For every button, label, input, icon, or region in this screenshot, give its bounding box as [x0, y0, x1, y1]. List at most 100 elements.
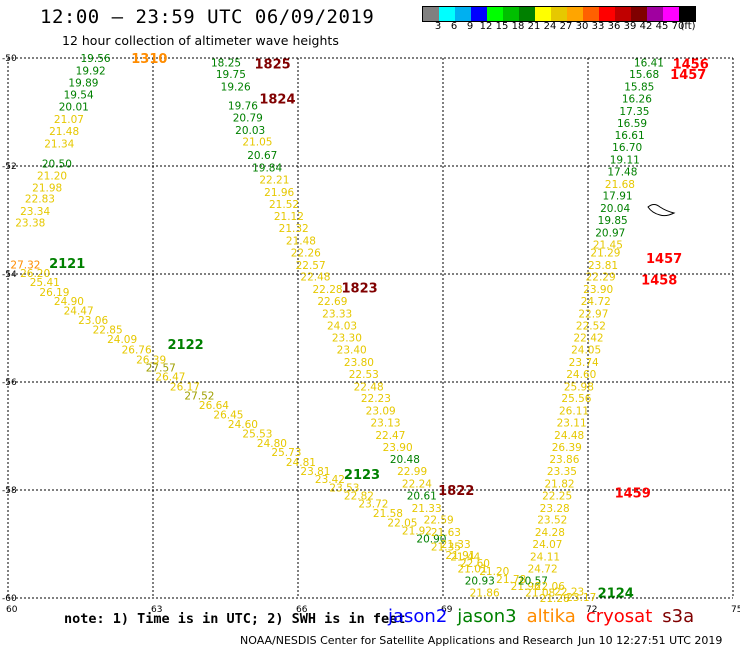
swh-value: 20.90 — [416, 534, 446, 546]
swh-value: 21.32 — [279, 223, 309, 235]
swh-value: 24.07 — [532, 539, 562, 551]
pass-time-label: 1458 — [641, 273, 677, 288]
scale-label: 39 — [623, 21, 637, 32]
swh-value: 25.56 — [561, 393, 591, 405]
pass-time-label: 1825 — [255, 57, 291, 72]
swh-value: 24.72 — [581, 296, 611, 308]
scale-swatch — [423, 7, 439, 21]
swh-value: 22.28 — [313, 284, 343, 296]
scale-swatch — [503, 7, 519, 21]
swh-value: 26.39 — [552, 442, 582, 454]
data-points: 19.5619.9219.8919.5420.0121.0721.4821.34… — [10, 53, 664, 605]
swh-value: 19.54 — [64, 90, 94, 102]
swh-value: 22.53 — [349, 369, 379, 381]
swh-value: 16.70 — [612, 142, 642, 154]
swh-value: 19.89 — [68, 77, 98, 89]
swh-value: 25.53 — [242, 428, 272, 440]
swh-value: 15.68 — [629, 69, 659, 81]
swh-value: 20.50 — [42, 158, 72, 170]
scale-swatch — [615, 7, 631, 21]
swh-value: 23.11 — [557, 418, 587, 430]
swh-value: 24.60 — [228, 419, 258, 431]
swh-value: 22.05 — [387, 517, 417, 529]
chart-subtitle: 12 hour collection of altimeter wave hei… — [62, 33, 339, 48]
swh-value: 22.83 — [25, 193, 55, 205]
scale-label: 3 — [434, 21, 442, 32]
x-tick-label: 63 — [151, 605, 162, 615]
scale-swatch — [439, 7, 455, 21]
swh-value: 19.75 — [216, 69, 246, 81]
swh-value: 21.78 — [496, 574, 526, 586]
swh-value: 23.86 — [549, 454, 579, 466]
swh-value: 23.13 — [371, 418, 401, 430]
swh-value: 21.92 — [402, 526, 432, 538]
swh-value: 21.34 — [44, 138, 74, 150]
swh-value: 19.84 — [252, 163, 282, 175]
swh-value: 22.48 — [354, 381, 384, 393]
scale-label: 33 — [591, 21, 605, 32]
scale-swatch — [599, 7, 615, 21]
scale-label: 9 — [466, 21, 474, 32]
swh-value: 22.52 — [576, 320, 606, 332]
grid-lines — [7, 57, 734, 599]
swh-value: 20.03 — [235, 125, 265, 137]
swh-value: 22.97 — [578, 308, 608, 320]
scale-swatch — [535, 7, 551, 21]
swh-value: 20.61 — [407, 490, 437, 502]
swh-value: 21.44 — [450, 551, 480, 563]
swh-value: 20.57 — [518, 576, 548, 588]
swh-value: 23.33 — [322, 308, 352, 320]
swh-value: 21.07 — [54, 114, 84, 126]
swh-value: 19.26 — [221, 82, 251, 94]
swh-value: 22.57 — [296, 260, 326, 272]
swh-value: 21.82 — [545, 479, 575, 491]
swh-value: 22.59 — [424, 515, 454, 527]
swh-value: 16.26 — [622, 94, 652, 106]
pass-time-label: 1823 — [342, 282, 378, 297]
swh-value: 23.74 — [569, 357, 599, 369]
time-labels: 1310 1825 1824 2121 1823 2122 2123 1822 2124 1456… — [49, 52, 709, 602]
swh-value: 21.96 — [264, 187, 294, 199]
y-tick-label: -50 — [2, 54, 17, 64]
legend-item-altika: altika — [526, 606, 576, 627]
x-tick-label: 69 — [441, 605, 453, 615]
swh-value: 23.52 — [537, 515, 567, 527]
swh-value: 24.05 — [571, 345, 601, 357]
swh-value: 26.19 — [39, 287, 69, 299]
swh-value: 26.39 — [136, 354, 166, 366]
scale-label: 18 — [511, 21, 525, 32]
x-tick-label: 72 — [586, 605, 597, 615]
swh-value: 26.20 — [20, 268, 50, 280]
scale-label: 27 — [559, 21, 573, 32]
swh-value: 25.41 — [30, 277, 60, 289]
swh-value: 17.91 — [603, 191, 633, 203]
swh-value: 26.17 — [170, 381, 200, 393]
swh-value: 21.08 — [525, 588, 555, 600]
pass-time-label: 2121 — [49, 257, 85, 272]
chart-title: 12:00 – 23:59 UTC 06/09/2019 — [40, 6, 375, 28]
swh-value: 22.25 — [542, 490, 572, 502]
footer-note: note: 1) Time is in UTC; 2) SWH is in fe… — [64, 611, 406, 627]
axis-ticks: 60 63 66 69 72 75 -50 -52 -54 -56 -58 -60 — [2, 54, 740, 615]
swh-value: 22.24 — [402, 479, 432, 491]
swh-value: 16.59 — [617, 118, 647, 130]
swh-value: 24.60 — [566, 369, 596, 381]
swh-value: 17.48 — [607, 166, 637, 178]
swh-value: 24.47 — [64, 306, 94, 318]
swh-value: 22.85 — [93, 325, 123, 337]
x-tick-label: 66 — [296, 605, 308, 615]
scale-label: 15 — [495, 21, 509, 32]
pass-time-label: 2124 — [598, 587, 634, 602]
swh-value: 23.38 — [15, 218, 45, 230]
scale-swatch — [583, 7, 599, 21]
swh-value: 21.33 — [412, 503, 442, 515]
swh-value: 22.29 — [586, 272, 616, 284]
swh-value: 22.99 — [397, 466, 427, 478]
island-outline — [647, 204, 676, 217]
swh-value: 26.11 — [559, 406, 589, 418]
swh-value: 22.23 — [361, 393, 391, 405]
swh-value: 20.48 — [390, 454, 420, 466]
y-tick-label: -60 — [2, 594, 17, 604]
swh-value: 23.53 — [329, 482, 359, 494]
swh-value: 25.73 — [271, 447, 301, 459]
